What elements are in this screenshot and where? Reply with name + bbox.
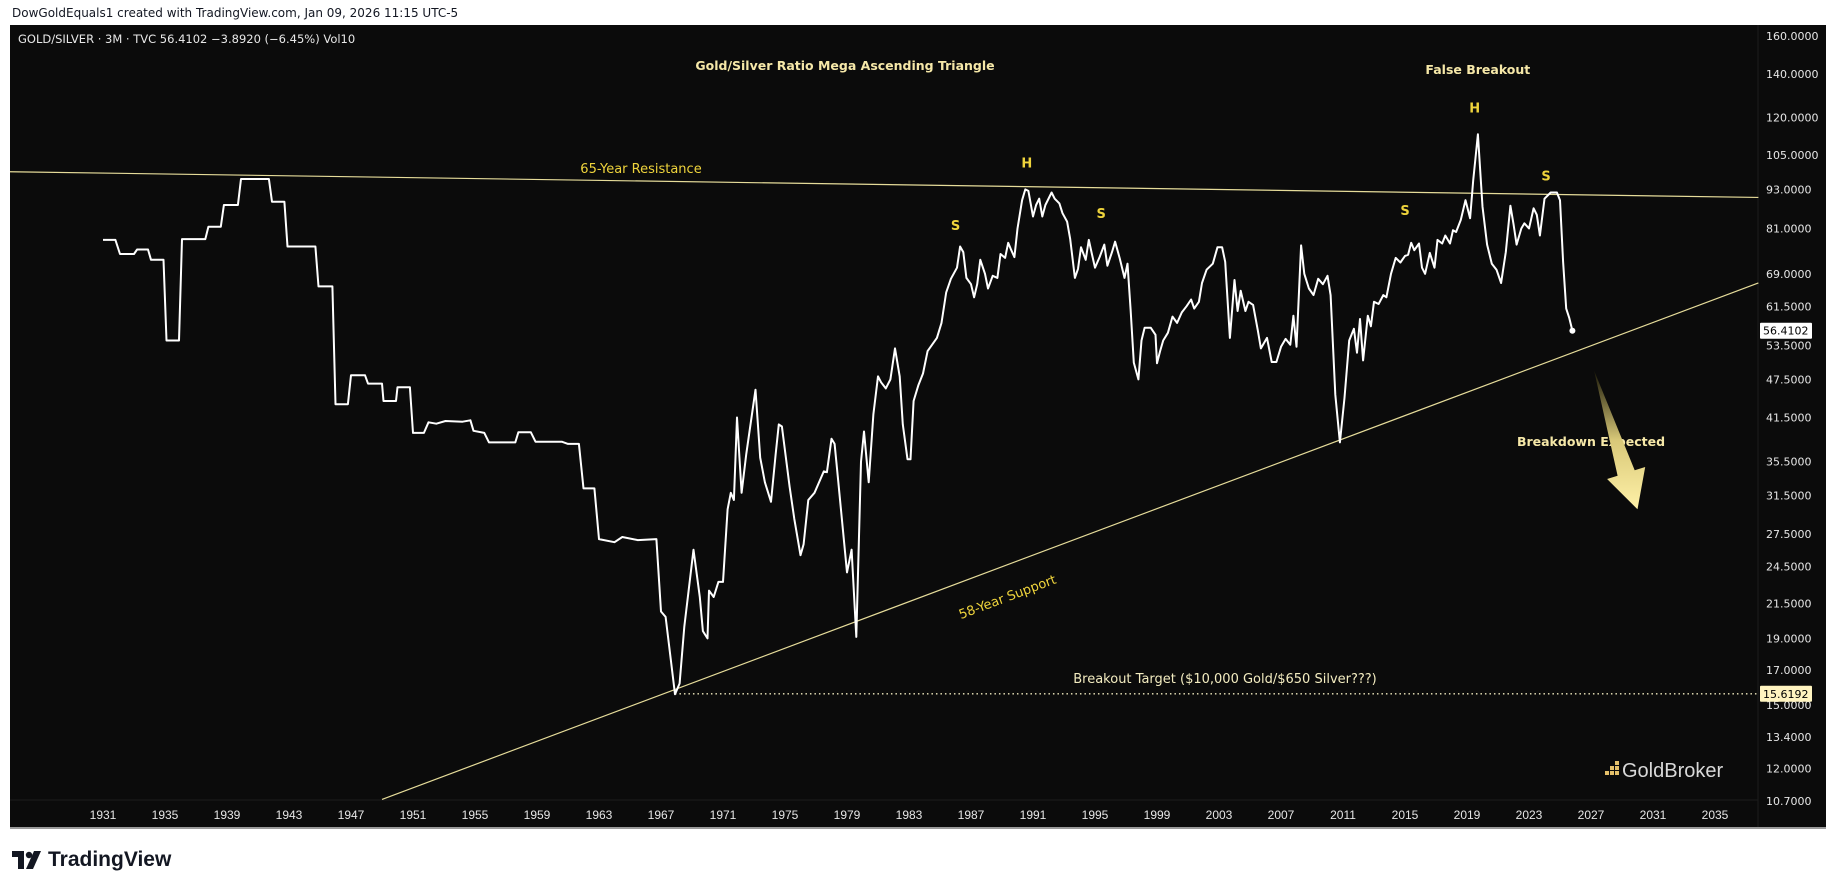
pattern-marker-s: S (1097, 207, 1106, 222)
goldbroker-logo-bar (1610, 771, 1614, 775)
y-tick-label: 12.0000 (1766, 762, 1812, 775)
y-tick-label: 41.5000 (1766, 412, 1812, 425)
price-line (103, 133, 1574, 696)
x-tick-label: 1995 (1082, 808, 1109, 822)
x-tick-label: 1971 (710, 808, 737, 822)
x-tick-label: 1983 (896, 808, 923, 822)
tradingview-logo[interactable]: TradingView (12, 848, 171, 872)
x-tick-label: 1979 (834, 808, 861, 822)
y-tick-label: 17.0000 (1766, 664, 1812, 677)
y-tick-label: 31.5000 (1766, 489, 1812, 502)
breakout-target-label: Breakout Target ($10,000 Gold/$650 Silve… (1073, 672, 1377, 687)
y-tick-label: 13.4000 (1766, 731, 1812, 744)
goldbroker-logo-bar (1605, 771, 1609, 775)
y-tick-label: 53.5000 (1766, 340, 1812, 353)
goldbroker-logo-bar (1615, 766, 1619, 770)
y-tick-label: 81.0000 (1766, 222, 1812, 235)
goldbroker-logo-bar (1615, 771, 1619, 775)
support-trendline (381, 282, 1759, 800)
x-tick-label: 1931 (90, 808, 117, 822)
annotation-false-breakout: False Breakout (1425, 62, 1530, 77)
target-price-value: 15.6192 (1763, 688, 1809, 701)
support-label: 58-Year Support (957, 573, 1058, 623)
goldbroker-logo-bar (1610, 766, 1614, 770)
x-tick-label: 2003 (1206, 808, 1233, 822)
x-tick-label: 2023 (1516, 808, 1543, 822)
x-tick-label: 1991 (1020, 808, 1047, 822)
y-tick-label: 47.5000 (1766, 373, 1812, 386)
pattern-marker-h: H (1021, 156, 1032, 171)
y-tick-label: 105.0000 (1766, 149, 1819, 162)
breakdown-arrow-icon (1594, 370, 1646, 510)
x-tick-label: 1975 (772, 808, 799, 822)
y-tick-label: 93.0000 (1766, 183, 1812, 196)
x-tick-label: 2015 (1392, 808, 1419, 822)
last-price-value: 56.4102 (1763, 325, 1809, 338)
x-tick-label: 2019 (1454, 808, 1481, 822)
x-tick-label: 1955 (462, 808, 489, 822)
y-tick-label: 69.0000 (1766, 268, 1812, 281)
goldbroker-logo-bar (1615, 761, 1619, 765)
y-tick-label: 21.5000 (1766, 597, 1812, 610)
y-tick-label: 61.5000 (1766, 300, 1812, 313)
x-tick-label: 2031 (1640, 808, 1667, 822)
symbol-info: GOLD/SILVER · 3M · TVC 56.4102 −3.8920 (… (18, 32, 356, 46)
goldbroker-watermark: GoldBroker (1622, 760, 1723, 782)
y-tick-label: 24.5000 (1766, 561, 1812, 574)
y-tick-label: 10.7000 (1766, 795, 1812, 808)
x-tick-label: 1939 (214, 808, 241, 822)
x-tick-label: 1935 (152, 808, 179, 822)
y-tick-label: 140.0000 (1766, 68, 1819, 81)
tradingview-brand: TradingView (48, 848, 172, 871)
resistance-label: 65-Year Resistance (580, 162, 701, 177)
y-tick-label: 120.0000 (1766, 111, 1819, 124)
target-price-badge (1760, 685, 1812, 702)
pattern-marker-s: S (951, 219, 960, 234)
y-tick-label: 15.0000 (1766, 699, 1812, 712)
x-tick-label: 1943 (276, 808, 303, 822)
pattern-marker-s: S (1541, 169, 1550, 184)
x-tick-label: 1959 (524, 808, 551, 822)
annotation-breakdown-expected: Breakdown Expected (1517, 434, 1665, 449)
y-tick-label: 19.0000 (1766, 632, 1812, 645)
chart-title: Gold/Silver Ratio Mega Ascending Triangl… (695, 58, 994, 73)
tradingview-icon (12, 851, 41, 869)
chart-panel[interactable] (10, 25, 1826, 829)
x-tick-label: 1967 (648, 808, 675, 822)
x-tick-label: 1963 (586, 808, 613, 822)
x-tick-label: 2007 (1268, 808, 1295, 822)
last-price-dot (1569, 327, 1576, 334)
y-tick-label: 35.5000 (1766, 456, 1812, 469)
y-tick-label: 27.5000 (1766, 528, 1812, 541)
resistance-trendline (9, 171, 1759, 199)
last-price-badge (1760, 322, 1812, 339)
x-tick-label: 1987 (958, 808, 985, 822)
x-tick-label: 2011 (1330, 808, 1356, 822)
pattern-marker-h: H (1469, 102, 1480, 117)
x-tick-label: 1951 (400, 808, 427, 822)
chart-credit: DowGoldEquals1 created with TradingView.… (12, 6, 459, 20)
pattern-marker-s: S (1400, 204, 1409, 219)
x-tick-label: 2027 (1578, 808, 1605, 822)
y-tick-label: 160.0000 (1766, 30, 1819, 43)
x-tick-label: 1947 (338, 808, 365, 822)
x-tick-label: 2035 (1702, 808, 1729, 822)
x-tick-label: 1999 (1144, 808, 1171, 822)
